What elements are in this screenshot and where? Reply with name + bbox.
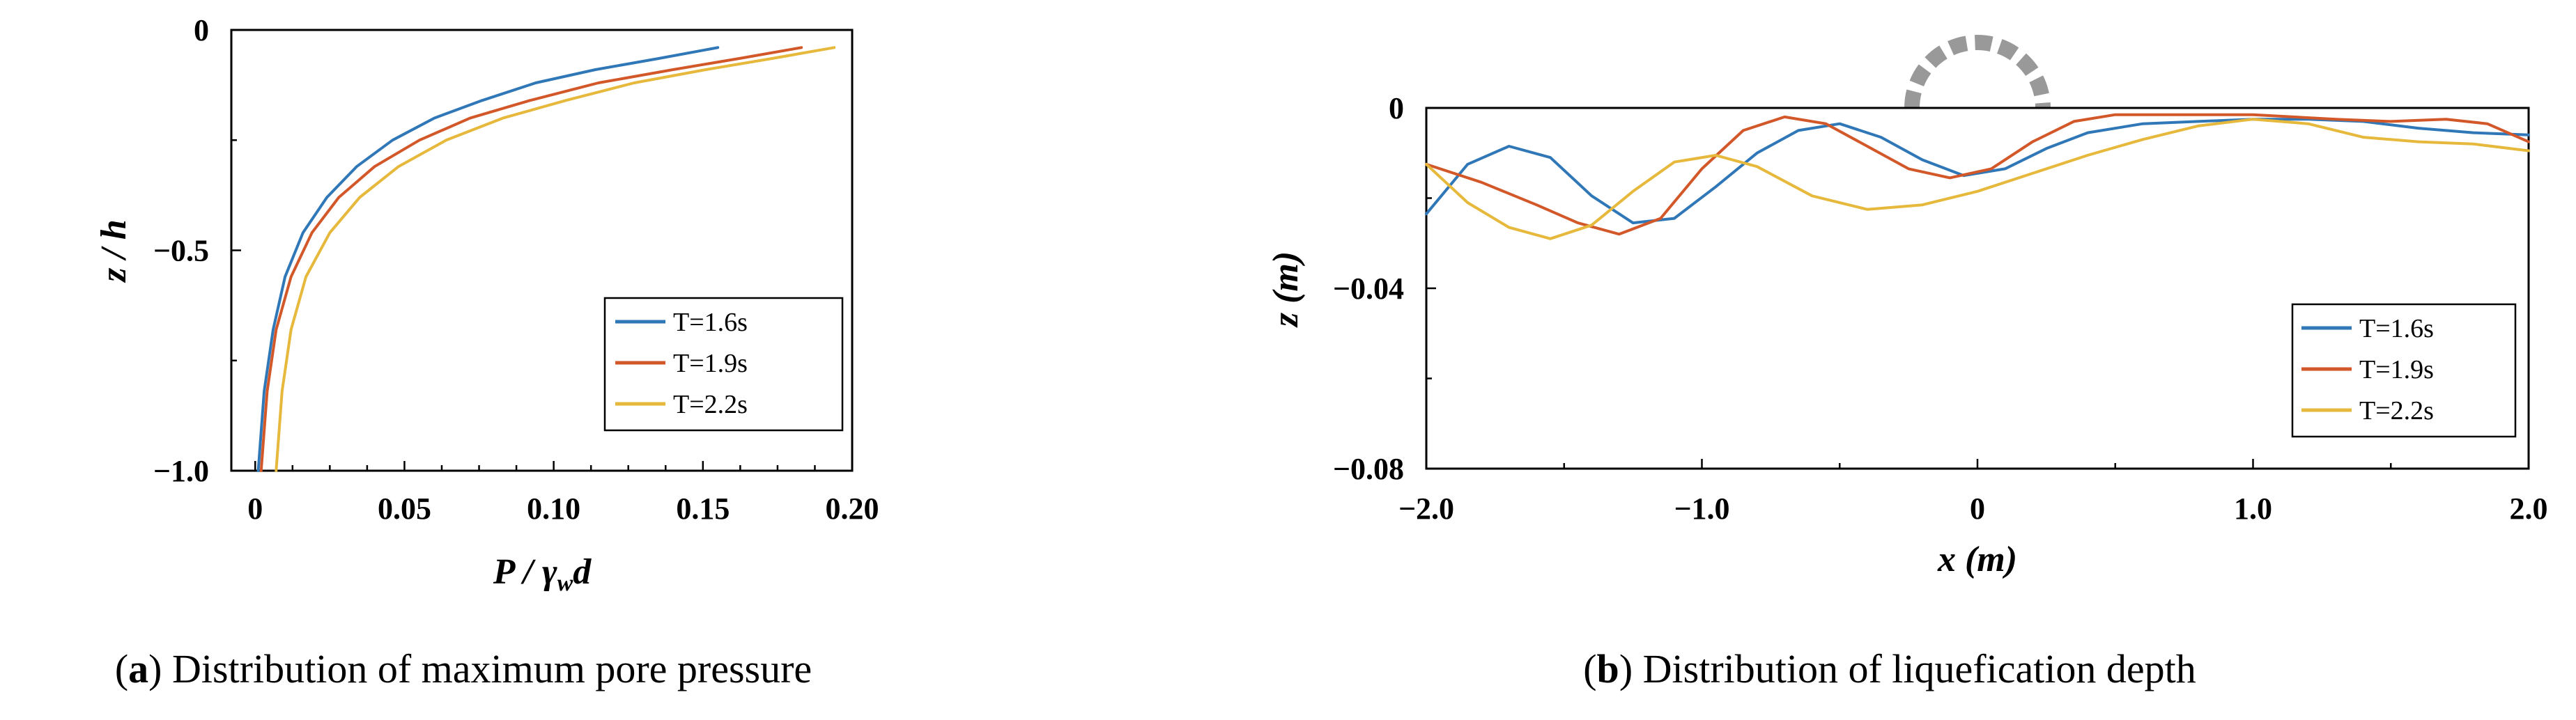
legend-label: T=1.9s — [2359, 355, 2434, 384]
panel-b-y-axis-label: z (m) — [1266, 251, 1306, 328]
panel-b-y-tick-labels: 0 −0.04 −0.08 — [1333, 91, 1404, 486]
y-tick-label: −0.04 — [1333, 272, 1404, 306]
y-tick-label: −1.0 — [153, 454, 209, 488]
x-tick-label: 0.05 — [378, 492, 431, 526]
x-tick-label: 0.20 — [826, 492, 879, 526]
series-line-1 — [1425, 118, 2530, 225]
x-tick-label: 0.10 — [527, 492, 580, 526]
panel-b: −2.0 −1.0 0 1.0 2.0 0 −0.04 −0.08 x (m) … — [1266, 35, 2548, 579]
y-tick-label: 0 — [1389, 91, 1404, 125]
panel-a-y-axis-label: z / h — [94, 219, 134, 283]
y-tick-label: −0.08 — [1333, 452, 1404, 486]
breakwater-semicircle — [1904, 35, 2051, 109]
panel-a-legend: T=1.6s T=1.9s T=2.2s — [603, 297, 844, 432]
legend-label: T=1.6s — [2359, 314, 2434, 343]
panel-a: 0 0.05 0.10 0.15 0.20 0 −0.5 −1.0 P / γw… — [94, 13, 879, 596]
x-tick-label: 0 — [1970, 492, 1985, 526]
legend-label: T=1.9s — [673, 349, 748, 378]
caption-b: (b) Distribution of liquefication depth — [1583, 646, 2196, 691]
x-tick-label: 2.0 — [2510, 492, 2548, 526]
caption-a: (a) Distribution of maximum pore pressur… — [115, 646, 812, 691]
x-tick-label: −2.0 — [1398, 492, 1454, 526]
series-line-3 — [1425, 118, 2530, 240]
series-line-3 — [275, 46, 836, 472]
x-tick-label: 0.15 — [676, 492, 730, 526]
series-line-2 — [259, 46, 803, 472]
panel-a-x-axis-label: P / γwd — [493, 552, 592, 596]
series-line-2 — [1425, 113, 2530, 236]
panel-a-x-tick-labels: 0 0.05 0.10 0.15 0.20 — [247, 492, 879, 526]
legend-label: T=2.2s — [673, 390, 748, 419]
x-tick-label: −1.0 — [1674, 492, 1729, 526]
y-tick-label: −0.5 — [153, 234, 209, 268]
legend-label: T=2.2s — [2359, 396, 2434, 425]
panel-a-y-tick-labels: 0 −0.5 −1.0 — [153, 13, 209, 488]
y-tick-label: 0 — [194, 13, 209, 47]
series-line-1 — [256, 46, 720, 472]
legend-label: T=1.6s — [673, 308, 748, 337]
panel-b-x-tick-labels: −2.0 −1.0 0 1.0 2.0 — [1398, 492, 2548, 526]
panel-b-x-axis-label: x (m) — [1937, 540, 2017, 579]
x-tick-label: 0 — [247, 492, 263, 526]
panel-b-legend: T=1.6s T=1.9s T=2.2s — [2291, 303, 2517, 438]
x-tick-label: 1.0 — [2234, 492, 2272, 526]
